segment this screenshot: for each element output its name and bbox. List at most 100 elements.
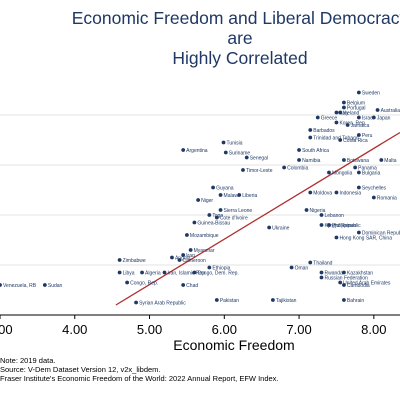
data-point-69: [334, 120, 339, 125]
fit-line: [115, 131, 400, 306]
data-point-55: [308, 260, 313, 265]
point-label-13: Tunisia: [227, 141, 243, 147]
data-point-8: [170, 255, 174, 260]
point-label-64: Sweden: [362, 91, 380, 97]
point-label-4: Congo, Rep.: [130, 281, 158, 287]
point-label-11: Argentina: [186, 148, 208, 154]
data-point-1: [42, 283, 47, 287]
data-point-60: [342, 283, 346, 287]
point-label-38: Peru: [362, 133, 373, 139]
point-label-46: Seychelles: [362, 186, 387, 192]
point-label-8: Angola: [175, 256, 191, 262]
point-label-37: Greece: [321, 116, 338, 122]
point-label-26: Mozambique: [190, 233, 219, 239]
point-label-62: Russian Federation: [324, 276, 368, 282]
point-label-66: Portugal: [347, 106, 366, 112]
data-point-61: [342, 298, 346, 302]
data-point-23: [177, 258, 182, 262]
data-point-58: [342, 270, 346, 275]
chart-notes: Note: 2019 data. Source: V-Dem Dataset V…: [0, 356, 279, 383]
data-point-33: [297, 158, 301, 162]
data-point-53: [356, 230, 361, 235]
point-label-59: United Arab Emirates: [343, 281, 391, 287]
point-label-53: Dominican Republic: [362, 231, 400, 237]
point-label-34: Barbados: [313, 128, 335, 134]
data-point-42: [327, 170, 331, 175]
data-point-16: [218, 208, 223, 212]
x-tick-label-0: 3.00: [0, 322, 13, 337]
data-point-5: [140, 270, 144, 275]
point-label-3: Libya: [123, 271, 135, 277]
data-point-56: [289, 265, 294, 270]
data-point-19: [237, 193, 242, 197]
data-point-57: [319, 270, 324, 275]
data-point-43: [356, 170, 361, 175]
data-point-67: [338, 110, 343, 115]
point-label-45: Indonesia: [339, 191, 361, 197]
data-point-66: [342, 105, 346, 110]
data-point-47: [308, 190, 313, 195]
point-label-72: Italy: [339, 111, 349, 117]
point-label-42: Mongolia: [332, 171, 353, 177]
data-point-63: [270, 298, 275, 302]
note-line-3: Fraser Institute's Economic Freedom of t…: [0, 374, 279, 383]
point-label-30: Ukraine: [272, 226, 289, 232]
point-label-47: Moldova: [313, 191, 332, 197]
point-label-25: Pakistan: [220, 298, 239, 304]
point-label-56: Oman: [295, 266, 309, 272]
data-point-38: [356, 133, 361, 137]
data-point-0: [0, 283, 2, 287]
point-label-55: Thailand: [313, 261, 332, 267]
data-point-50: [319, 213, 324, 217]
data-point-9: [192, 270, 197, 275]
point-label-41: Panama: [358, 166, 377, 172]
point-label-57: Rwanda: [324, 271, 343, 277]
title-line-3: Highly Correlated: [172, 48, 308, 68]
data-point-64: [356, 90, 361, 95]
data-point-14: [223, 150, 228, 155]
data-point-44: [379, 158, 384, 162]
point-label-71: Japan: [377, 116, 391, 122]
data-point-2: [117, 258, 122, 262]
data-point-46: [356, 185, 361, 190]
point-label-10: Chad: [186, 283, 198, 289]
data-point-51: [319, 223, 324, 227]
point-label-40: Botswana: [347, 158, 369, 164]
data-point-54: [334, 235, 339, 240]
x-tick-label-2: 5.00: [137, 322, 162, 337]
point-label-68: Israel: [362, 116, 374, 122]
data-point-52: [327, 223, 331, 227]
data-point-48: [371, 195, 376, 200]
data-point-32: [297, 148, 301, 152]
x-axis-label: Economic Freedom: [173, 337, 294, 353]
data-point-41: [353, 165, 358, 170]
point-label-24: Ethiopia: [212, 266, 230, 272]
data-point-10: [181, 283, 186, 287]
point-label-36: Costa Rica: [343, 138, 368, 144]
point-label-43: Bulgaria: [362, 171, 381, 177]
point-label-60: Cambodia: [347, 283, 370, 289]
data-point-17: [211, 185, 215, 190]
point-label-20: Timor-Leste: [246, 168, 273, 174]
point-label-65: Belgium: [347, 101, 365, 107]
data-point-27: [192, 220, 197, 225]
point-label-17: Guyana: [216, 186, 234, 192]
data-point-7: [162, 270, 167, 275]
x-tick-label-3: 6.00: [212, 322, 237, 337]
data-point-24: [207, 265, 212, 270]
data-point-59: [338, 280, 343, 285]
data-point-72: [334, 110, 339, 115]
data-point-30: [267, 225, 272, 230]
point-label-61: Bahrain: [347, 298, 364, 304]
data-point-70: [375, 108, 380, 112]
data-point-35: [308, 135, 313, 140]
title-line-2: are: [227, 28, 253, 48]
data-point-71: [371, 115, 376, 120]
point-label-31: Colombia: [287, 166, 308, 172]
fit-line-group: [115, 131, 400, 306]
data-point-29: [214, 215, 219, 220]
data-point-49: [304, 208, 309, 212]
x-tick-label-4: 7.00: [286, 322, 311, 337]
point-label-0: Venezuela, RB: [3, 283, 37, 289]
data-point-15: [244, 155, 249, 160]
